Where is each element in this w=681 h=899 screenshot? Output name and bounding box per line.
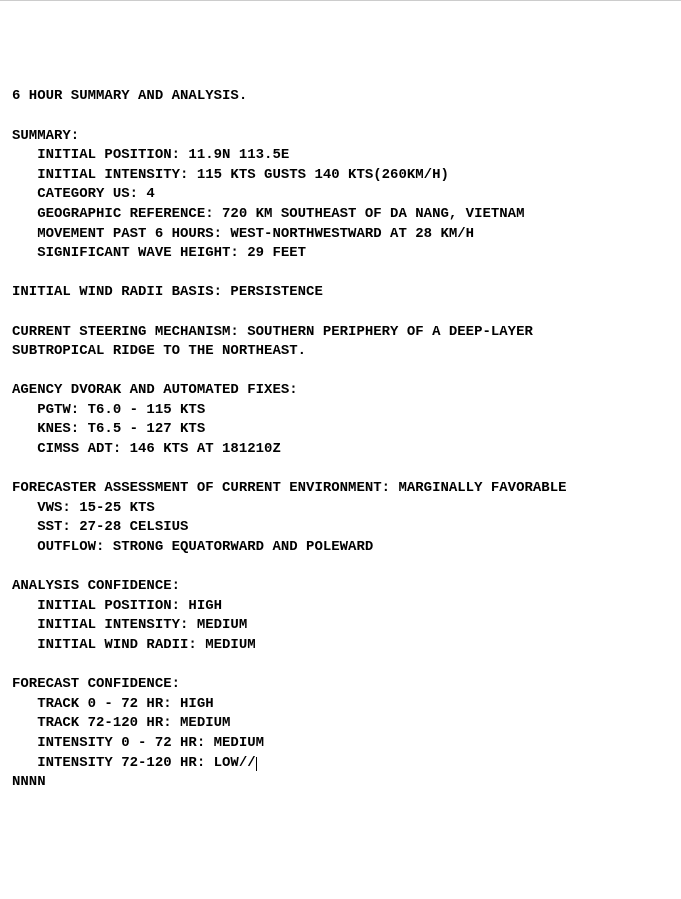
environment-outflow: OUTFLOW: STRONG EQUATORWARD AND POLEWARD xyxy=(12,539,373,555)
summary-initial-intensity: INITIAL INTENSITY: 115 KTS GUSTS 140 KTS… xyxy=(12,167,449,183)
terminator: NNNN xyxy=(12,774,46,790)
text-cursor xyxy=(256,757,257,771)
environment-vws: VWS: 15-25 KTS xyxy=(12,500,155,516)
document-body: 6 HOUR SUMMARY AND ANALYSIS. SUMMARY: IN… xyxy=(12,87,669,792)
analysis-confidence-position: INITIAL POSITION: HIGH xyxy=(12,598,222,614)
analysis-confidence-wind-radii: INITIAL WIND RADII: MEDIUM xyxy=(12,637,256,653)
summary-movement: MOVEMENT PAST 6 HOURS: WEST-NORTHWESTWAR… xyxy=(12,226,474,242)
header-line: 6 HOUR SUMMARY AND ANALYSIS. xyxy=(12,88,247,104)
summary-wave-height: SIGNIFICANT WAVE HEIGHT: 29 FEET xyxy=(12,245,306,261)
forecast-track-72-120: TRACK 72-120 HR: MEDIUM xyxy=(12,715,230,731)
forecast-intensity-0-72: INTENSITY 0 - 72 HR: MEDIUM xyxy=(12,735,264,751)
analysis-confidence-label: ANALYSIS CONFIDENCE: xyxy=(12,578,180,594)
summary-initial-position: INITIAL POSITION: 11.9N 113.5E xyxy=(12,147,289,163)
wind-radii-basis: INITIAL WIND RADII BASIS: PERSISTENCE xyxy=(12,284,323,300)
forecast-track-0-72: TRACK 0 - 72 HR: HIGH xyxy=(12,696,214,712)
environment-label: FORECASTER ASSESSMENT OF CURRENT ENVIRON… xyxy=(12,480,567,496)
environment-sst: SST: 27-28 CELSIUS xyxy=(12,519,188,535)
steering-mechanism-line1: CURRENT STEERING MECHANISM: SOUTHERN PER… xyxy=(12,324,533,340)
forecast-intensity-72-120: INTENSITY 72-120 HR: LOW// xyxy=(12,755,256,771)
forecast-confidence-label: FORECAST CONFIDENCE: xyxy=(12,676,180,692)
summary-geographic-reference: GEOGRAPHIC REFERENCE: 720 KM SOUTHEAST O… xyxy=(12,206,524,222)
dvorak-cimss: CIMSS ADT: 146 KTS AT 181210Z xyxy=(12,441,281,457)
dvorak-knes: KNES: T6.5 - 127 KTS xyxy=(12,421,205,437)
analysis-confidence-intensity: INITIAL INTENSITY: MEDIUM xyxy=(12,617,247,633)
dvorak-label: AGENCY DVORAK AND AUTOMATED FIXES: xyxy=(12,382,298,398)
summary-label: SUMMARY: xyxy=(12,128,79,144)
dvorak-pgtw: PGTW: T6.0 - 115 KTS xyxy=(12,402,205,418)
summary-category-us: CATEGORY US: 4 xyxy=(12,186,155,202)
steering-mechanism-line2: SUBTROPICAL RIDGE TO THE NORTHEAST. xyxy=(12,343,306,359)
